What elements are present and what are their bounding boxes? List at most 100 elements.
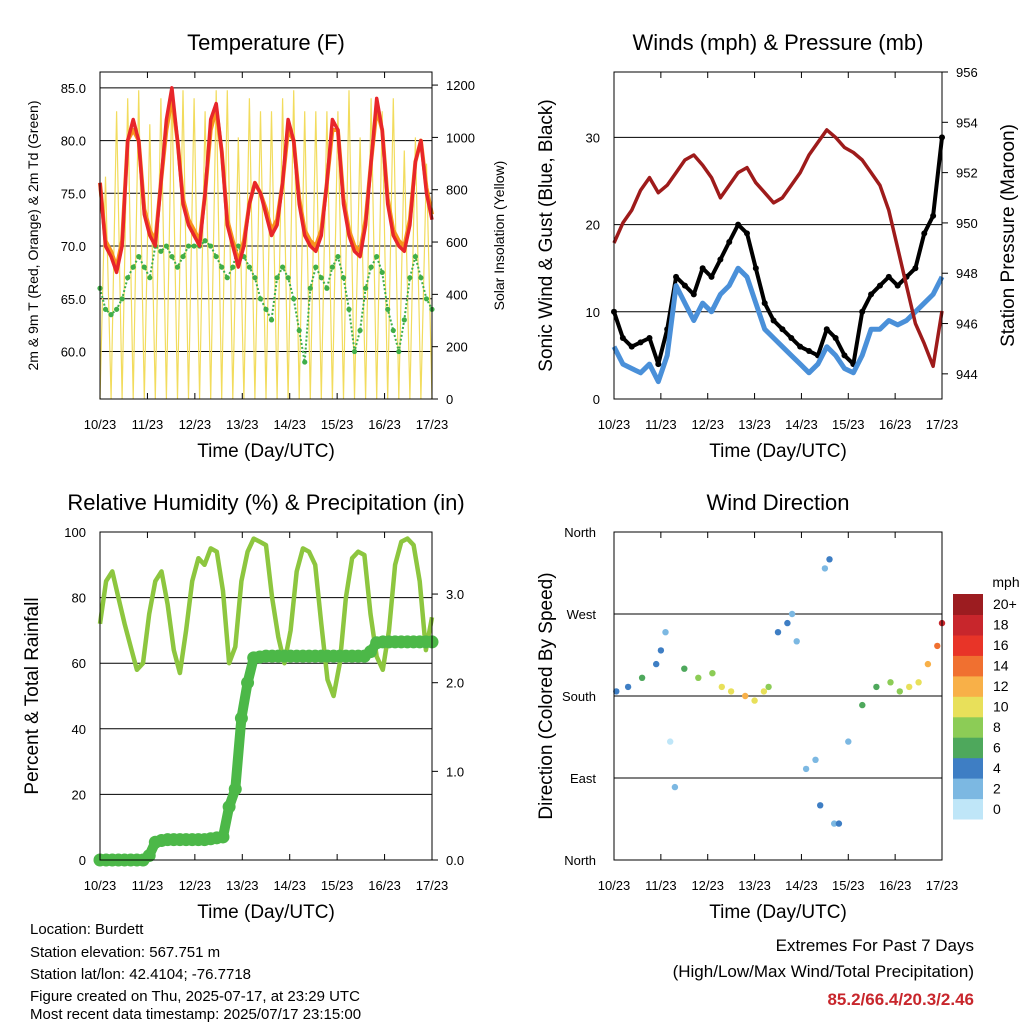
- colorbar-label: 0: [993, 801, 1001, 817]
- x-tick-label: 10/23: [598, 417, 631, 432]
- colorbar-label: 14: [993, 658, 1009, 674]
- direction-point: [784, 619, 791, 627]
- x-axis-label: Time (Day/UTC): [197, 441, 335, 462]
- y-tick-label: South: [562, 689, 596, 704]
- dewpoint-point: [302, 359, 308, 365]
- colorbar-swatch: [953, 594, 983, 615]
- y-tick-label: 100: [64, 525, 86, 540]
- colorbar-label: 18: [993, 617, 1009, 633]
- x-tick-label: 16/23: [879, 878, 912, 893]
- x-tick-label: 10/23: [84, 417, 117, 432]
- y-tick-label: 75.0: [61, 186, 86, 201]
- x-tick-label: 17/23: [416, 417, 449, 432]
- x-tick-label: 16/23: [368, 417, 401, 432]
- y-tick-label-right: 950: [956, 216, 978, 231]
- direction-point: [812, 756, 819, 763]
- direction-point: [826, 556, 833, 563]
- direction-point: [934, 642, 941, 650]
- x-axis-label: Time (Day/UTC): [709, 441, 847, 462]
- precip-series: [100, 636, 432, 865]
- x-tick-label: 13/23: [738, 878, 771, 893]
- direction-point: [760, 688, 768, 695]
- x-tick-label: 17/23: [926, 878, 959, 893]
- direction-point: [742, 692, 749, 700]
- chart-title: Winds (mph) & Pressure (mb): [633, 30, 924, 55]
- extremes-subtitle: (High/Low/Max Wind/Total Precipitation): [672, 962, 974, 981]
- x-tick-label: 12/23: [179, 878, 212, 893]
- y-tick-label-right: 946: [956, 317, 978, 332]
- colorbar-swatch: [953, 614, 983, 636]
- plot-frame: [99, 71, 433, 400]
- x-tick-label: 11/23: [132, 878, 164, 893]
- colorbar-swatch: [953, 696, 983, 718]
- direction-point: [788, 610, 796, 618]
- direction-point: [662, 629, 669, 636]
- y-tick-label: 80.0: [61, 134, 86, 149]
- y-tick-label-right: 600: [446, 235, 468, 250]
- direction-point: [793, 638, 800, 645]
- direction-point: [681, 665, 688, 672]
- colorbar-swatch: [953, 798, 983, 820]
- panel-3: Wind Direction Time (Day/UTC) Direction (C…: [536, 490, 1020, 923]
- x-tick-label: 14/23: [273, 878, 306, 893]
- y-tick-label: 60.0: [61, 345, 86, 360]
- dewpoint-point: [191, 243, 197, 249]
- y-tick-label-right: 1000: [446, 130, 475, 145]
- direction-point: [873, 683, 880, 691]
- direction-point: [831, 820, 838, 827]
- extremes-values: 85.2/66.4/20.3/2.46: [827, 990, 974, 1009]
- direction-point: [667, 738, 674, 745]
- direction-point: [915, 679, 922, 686]
- direction-point: [774, 629, 782, 636]
- x-tick-label: 13/23: [738, 417, 771, 432]
- y-tick-label-right: 944: [956, 367, 978, 382]
- colorbar-label: 2: [993, 780, 1001, 796]
- panel-0: Temperature (F) Time (Day/UTC) 2m & 9m T (…: [25, 30, 507, 462]
- direction-point: [817, 802, 824, 809]
- y-tick-label: 80: [72, 591, 86, 606]
- x-tick-label: 12/23: [691, 878, 724, 893]
- timestamp-text: Most recent data timestamp: 2025/07/17 2…: [30, 1006, 362, 1023]
- x-tick-label: 15/23: [832, 417, 865, 432]
- x-tick-label: 14/23: [273, 417, 306, 432]
- x-tick-label: 15/23: [321, 417, 354, 432]
- direction-point: [709, 670, 716, 677]
- x-tick-label: 10/23: [598, 878, 631, 893]
- colorbar-label: 12: [993, 678, 1009, 694]
- x-tick-label: 12/23: [691, 417, 724, 432]
- y-tick-label-right: 400: [446, 287, 468, 302]
- x-tick-label: 17/23: [926, 417, 959, 432]
- dewpoint-point: [346, 306, 352, 312]
- plot-frame: [99, 531, 433, 861]
- colorbar-label: 20+: [993, 596, 1017, 612]
- dewpoint-point: [296, 327, 302, 334]
- pressure-series: [612, 128, 944, 369]
- y-tick-label: 20: [586, 218, 600, 233]
- colorbar-label: 6: [993, 739, 1001, 755]
- direction-point: [845, 738, 852, 745]
- y-tick-label-right: 956: [956, 65, 978, 80]
- x-tick-label: 16/23: [879, 417, 912, 432]
- y-tick-label-right: 952: [956, 166, 978, 181]
- colorbar-label: 10: [993, 699, 1009, 715]
- y-axis-label: Percent & Total Rainfall: [22, 597, 43, 794]
- y-tick-label: North: [564, 525, 596, 540]
- chart-title: Wind Direction: [706, 490, 849, 515]
- colorbar-swatch: [953, 655, 983, 677]
- y-tick-label-right: 954: [956, 115, 978, 130]
- direction-point: [718, 683, 725, 691]
- y-tick-label: 70.0: [61, 239, 86, 254]
- y-tick-label: 10: [586, 305, 600, 320]
- gust-series: [612, 137, 944, 367]
- colorbar-swatch: [953, 778, 983, 800]
- y-tick-label: North: [564, 853, 596, 868]
- direction-point: [821, 565, 829, 572]
- direction-point: [765, 683, 772, 691]
- x-tick-label: 14/23: [785, 417, 818, 432]
- y-axis-label: Sonic Wind & Gust (Blue, Black): [536, 99, 557, 371]
- direction-point: [751, 697, 758, 704]
- location-text: Location: Burdett: [30, 921, 144, 938]
- colorbar-title: mph: [992, 574, 1019, 590]
- x-tick-label: 11/23: [645, 878, 677, 893]
